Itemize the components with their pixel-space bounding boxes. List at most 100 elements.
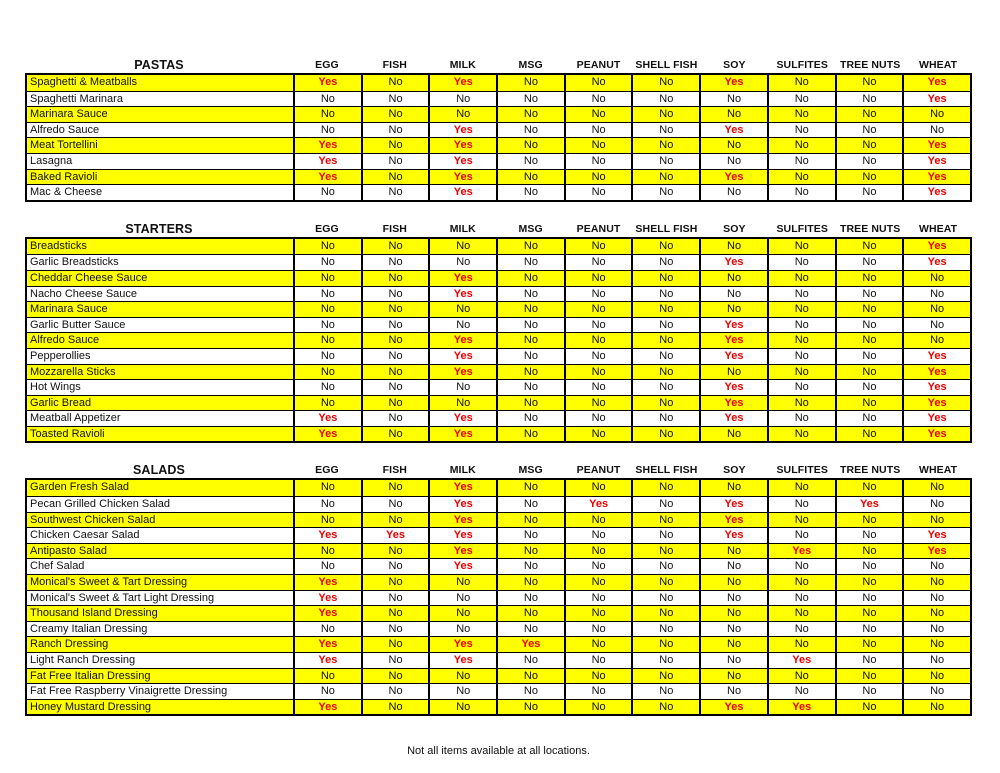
allergen-cell: No — [902, 122, 970, 138]
allergen-cell: No — [902, 575, 970, 590]
section-header-row: PASTAS EGG FISH MILK MSG PEANUT SHELL FISH SOY S… — [25, 57, 972, 73]
allergen-cell: No — [496, 668, 564, 684]
allergen-cell: No — [428, 590, 496, 606]
allergen-cell: No — [902, 512, 970, 528]
allergen-cell: No — [766, 497, 835, 512]
allergen-cell: No — [563, 238, 632, 255]
item-name-cell: Marinara Sauce — [30, 303, 108, 316]
table-row: Monical's Sweet & Tart Light Dressing Yes… — [27, 589, 970, 606]
allergen-cell: No — [631, 255, 699, 270]
table-row: Chicken Caesar Salad Yes Yes Yes No No No Yes No… — [27, 527, 970, 543]
table-row: Alfredo Sauce No No Yes No No No Yes No No No — [27, 121, 970, 138]
allergen-cell: No — [834, 138, 903, 153]
allergen-cell: No — [496, 411, 564, 426]
allergen-cell: No — [902, 653, 970, 668]
allergen-cell: No — [428, 621, 496, 637]
allergen-cell: No — [902, 621, 970, 637]
allergen-cell: No — [496, 333, 564, 348]
allergen-cell: No — [631, 426, 699, 442]
allergen-cell: No — [631, 286, 699, 302]
allergen-cell: Yes — [902, 238, 970, 255]
allergen-cell: No — [496, 480, 564, 497]
allergen-cell: No — [631, 559, 699, 575]
allergen-cell: No — [834, 302, 903, 317]
item-name-cell: Ranch Dressing — [30, 638, 109, 651]
table-row: Marinara Sauce No No No No No No No No No No — [27, 106, 970, 122]
allergen-cell: No — [834, 380, 903, 395]
allergen-cell: Yes — [902, 348, 970, 364]
table-row: Pepperollies No No Yes No No No Yes No No Yes — [27, 347, 970, 364]
allergen-cell: Yes — [428, 333, 496, 348]
allergen-cell: No — [293, 122, 361, 138]
allergen-cell: No — [293, 364, 361, 380]
allergen-cell: No — [631, 317, 699, 333]
table-row: Fat Free Italian Dressing No No No No No No No N… — [27, 667, 970, 684]
allergen-cell: No — [766, 575, 835, 590]
allergen-cell: No — [563, 637, 632, 652]
allergen-cell: No — [902, 668, 970, 684]
allergen-cell: Yes — [293, 590, 361, 606]
allergen-cell: No — [834, 91, 903, 107]
allergen-cell: Yes — [428, 122, 496, 138]
item-name-cell: Monical's Sweet & Tart Dressing — [30, 576, 188, 589]
item-name-cell: Garlic Bread — [30, 396, 92, 409]
allergen-cell: Yes — [428, 543, 496, 559]
column-header: WHEAT — [918, 59, 958, 71]
allergen-cell: Yes — [902, 255, 970, 270]
allergen-cell: No — [563, 653, 632, 668]
allergen-cell: No — [496, 699, 564, 715]
column-header: FISH — [382, 59, 407, 71]
allergen-cell: No — [496, 395, 564, 411]
table-row: Cheddar Cheese Sauce No No Yes No No No No No No N… — [27, 269, 970, 286]
allergen-cell: No — [699, 559, 767, 575]
item-name-cell: Southwest Chicken Salad — [30, 513, 156, 526]
item-name-cell: Marinara Sauce — [30, 108, 108, 121]
allergen-cell: No — [766, 364, 835, 380]
allergen-cell: Yes — [428, 138, 496, 153]
allergen-cell: No — [563, 426, 632, 442]
allergen-cell: No — [360, 426, 429, 442]
table-row: Chef Salad No No Yes No No No No No No No — [27, 558, 970, 575]
allergen-cell: No — [631, 543, 699, 559]
allergen-cell: No — [631, 512, 699, 528]
table-row: Garlic Butter Sauce No No No No No No Yes No No No — [27, 316, 970, 333]
allergen-cell: No — [428, 255, 496, 270]
allergen-cell: No — [631, 590, 699, 606]
allergen-cell: No — [834, 75, 903, 91]
allergen-cell: Yes — [293, 75, 361, 91]
allergen-cell: No — [293, 480, 361, 497]
allergen-cell: No — [496, 91, 564, 107]
allergen-cell: Yes — [293, 169, 361, 185]
item-name-cell: Antipasto Salad — [30, 544, 108, 557]
allergen-cell: No — [834, 364, 903, 380]
allergen-cell: No — [902, 333, 970, 348]
allergen-cell: Yes — [293, 138, 361, 153]
allergen-cell: No — [699, 590, 767, 606]
allergen-cell: Yes — [428, 169, 496, 185]
item-name-cell: Honey Mustard Dressing — [30, 700, 152, 713]
allergen-cell: No — [428, 606, 496, 621]
allergen-cell: No — [563, 699, 632, 715]
allergen-cell: No — [360, 138, 429, 153]
allergen-cell: No — [360, 348, 429, 364]
allergen-cell: No — [360, 559, 429, 575]
allergen-cell: Yes — [293, 528, 361, 543]
item-name-cell: Pepperollies — [30, 349, 91, 362]
column-header: SULFITES — [776, 222, 829, 235]
column-header: PEANUT — [576, 59, 621, 71]
allergen-cell: No — [631, 138, 699, 153]
allergen-cell: Yes — [902, 75, 970, 91]
allergen-cell: No — [699, 606, 767, 621]
allergen-cell: No — [360, 512, 429, 528]
table-row: Lasagna Yes No Yes No No No No No No Yes — [27, 152, 970, 169]
allergen-cell: No — [428, 302, 496, 317]
allergen-cell: No — [834, 169, 903, 185]
allergen-cell: Yes — [428, 348, 496, 364]
allergen-cell: No — [631, 107, 699, 122]
allergen-cell: Yes — [563, 497, 632, 512]
allergen-cell: No — [834, 512, 903, 528]
allergen-cell: Yes — [293, 637, 361, 652]
allergen-cell: No — [360, 606, 429, 621]
section-header-row: STARTERS EGG FISH MILK MSG PEANUT SHELL FISH SO… — [25, 221, 972, 237]
allergen-cell: No — [360, 185, 429, 200]
